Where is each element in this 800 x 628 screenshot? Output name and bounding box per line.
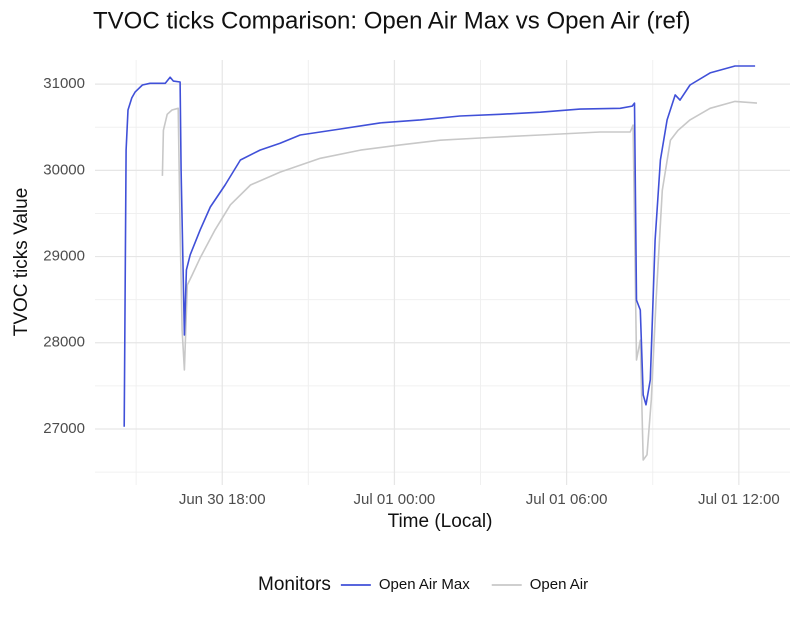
x-tick-label: Jul 01 12:00: [698, 491, 780, 508]
chart-title: TVOC ticks Comparison: Open Air Max vs O…: [93, 7, 691, 34]
x-tick-label: Jul 01 06:00: [526, 491, 608, 508]
x-axis-label: Time (Local): [388, 511, 493, 532]
line-series: [123, 65, 756, 427]
grid: [95, 60, 790, 485]
legend-label: Open Air Max: [379, 576, 470, 593]
line-series: [161, 100, 758, 461]
y-tick-label: 28000: [43, 334, 85, 351]
y-axis-label: TVOC ticks Value: [11, 188, 32, 337]
legend-title: Monitors: [258, 574, 331, 595]
y-tick-label: 31000: [43, 75, 85, 92]
y-tick-label: 27000: [43, 420, 85, 437]
legend-label: Open Air: [530, 576, 588, 593]
x-tick-label: Jul 01 00:00: [354, 491, 436, 508]
x-tick-label: Jun 30 18:00: [179, 491, 266, 508]
y-tick-label: 30000: [43, 161, 85, 178]
y-tick-label: 29000: [43, 248, 85, 265]
